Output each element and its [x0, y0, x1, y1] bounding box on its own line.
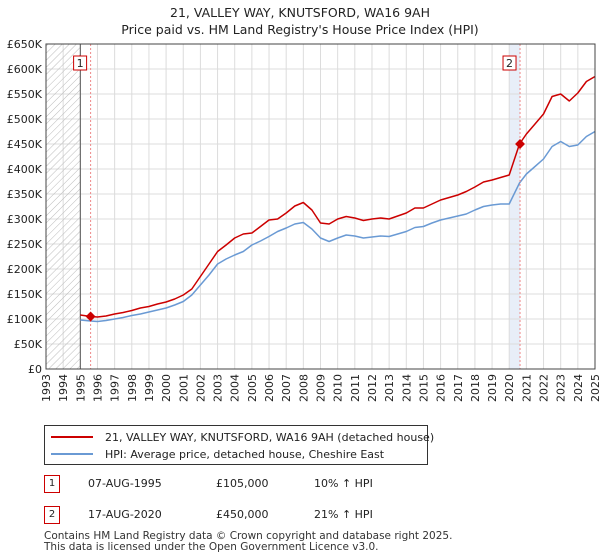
price-chart: 1 2 £0 £50K £100K £150K £200K £250K £300K £350K £…	[7, 38, 600, 402]
sale-label-text: 2	[506, 57, 513, 70]
y-tick-label: £0	[28, 363, 42, 376]
x-tick-label: 2013	[383, 374, 396, 402]
sale-date: 07-AUG-1995	[88, 477, 162, 490]
sale-label-text: 1	[77, 57, 84, 70]
x-tick-label: 2011	[349, 374, 362, 402]
y-tick-label: £500K	[7, 113, 43, 126]
chart-subtitle: Price paid vs. HM Land Registry's House …	[121, 22, 479, 37]
x-tick-label: 1997	[109, 374, 122, 402]
legend-item-property: 21, VALLEY WAY, KNUTSFORD, WA16 9AH (det…	[51, 429, 434, 445]
footer-licence: This data is licensed under the Open Gov…	[44, 541, 379, 553]
legend-label-hpi: HPI: Average price, detached house, Ches…	[105, 447, 385, 461]
x-tick-label: 2007	[280, 374, 293, 402]
x-tick-label: 2024	[572, 374, 585, 402]
chart-title-line1: 21, VALLEY WAY, KNUTSFORD, WA16 9AH	[170, 5, 430, 20]
sale-price: £450,000	[216, 508, 269, 521]
y-tick-label: £650K	[7, 38, 43, 51]
y-tick-label: £550K	[7, 88, 43, 101]
x-tick-label: 2025	[589, 374, 600, 402]
y-tick-label: £250K	[7, 238, 43, 251]
y-tick-label: £300K	[7, 213, 43, 226]
x-tick-label: 1993	[40, 374, 53, 402]
sale-label-box	[502, 55, 517, 71]
x-tick-label: 1995	[74, 374, 87, 402]
x-tick-label: 1998	[126, 374, 139, 402]
y-tick-label: £400K	[7, 163, 43, 176]
legend-item-hpi: HPI: Average price, detached house, Ches…	[51, 446, 384, 462]
x-tick-label: 2014	[400, 374, 413, 402]
y-tick-label: £200K	[7, 263, 43, 276]
x-tick-label: 2003	[212, 374, 225, 402]
legend-swatch-property	[51, 436, 93, 438]
footer-copyright: Contains HM Land Registry data © Crown c…	[44, 530, 453, 542]
x-tick-label: 1999	[143, 374, 156, 402]
hatched-region	[46, 44, 81, 369]
x-tick-label: 2004	[229, 374, 242, 402]
sale-date: 17-AUG-2020	[88, 508, 162, 521]
y-tick-label: £350K	[7, 188, 43, 201]
x-tick-label: 1994	[57, 374, 70, 402]
legend-label-property: 21, VALLEY WAY, KNUTSFORD, WA16 9AH (det…	[105, 430, 435, 444]
series-line-hpi	[80, 130, 595, 323]
shaded-period	[509, 44, 521, 369]
x-tick-label: 2015	[417, 374, 430, 402]
x-tick-label: 2005	[246, 374, 259, 402]
legend-swatch-hpi	[51, 453, 93, 455]
sale-hpi-change: 10% ↑ HPI	[314, 477, 373, 490]
sale-number-badge: 1	[44, 475, 60, 493]
sale-number-badge: 2	[44, 506, 60, 524]
x-tick-label: 2009	[315, 374, 328, 402]
x-tick-label: 2001	[177, 374, 190, 402]
x-tick-label: 1996	[91, 374, 104, 402]
footer: Contains HM Land Registry data © Crown c…	[44, 531, 452, 553]
y-tick-label: £150K	[7, 288, 43, 301]
x-tick-label: 2010	[332, 374, 345, 402]
x-tick-label: 2023	[555, 374, 568, 402]
x-tick-label: 2016	[435, 374, 448, 402]
x-tick-label: 2002	[194, 374, 207, 402]
x-tick-label: 2000	[160, 374, 173, 402]
series-line-property	[80, 75, 595, 318]
x-tick-label: 2018	[469, 374, 482, 402]
y-tick-label: £50K	[14, 338, 43, 351]
x-tick-label: 2008	[297, 374, 310, 402]
sale-label-box	[73, 55, 88, 71]
x-tick-label: 2006	[263, 374, 276, 402]
sale-point	[515, 139, 525, 149]
x-tick-label: 2021	[520, 374, 533, 402]
y-tick-label: £100K	[7, 313, 43, 326]
x-tick-label: 2017	[452, 374, 465, 402]
sale-hpi-change: 21% ↑ HPI	[314, 508, 373, 521]
y-tick-label: £450K	[7, 138, 43, 151]
y-tick-label: £600K	[7, 63, 43, 76]
sale-price: £105,000	[216, 477, 269, 490]
chart-title: 21, VALLEY WAY, KNUTSFORD, WA16 9AH Pric…	[0, 4, 600, 38]
x-tick-label: 2020	[503, 374, 516, 402]
legend: 21, VALLEY WAY, KNUTSFORD, WA16 9AH (det…	[44, 425, 434, 465]
plot-frame	[45, 43, 596, 370]
x-tick-label: 2012	[366, 374, 379, 402]
x-tick-label: 2022	[538, 374, 551, 402]
x-tick-label: 2019	[486, 374, 499, 402]
